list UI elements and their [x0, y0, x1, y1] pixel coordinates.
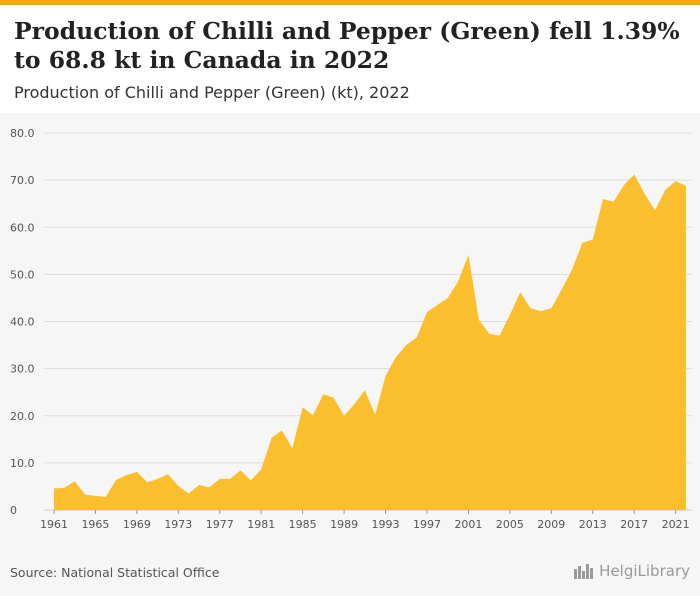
x-tick-label: 1961	[40, 518, 68, 531]
x-tick-label: 1993	[372, 518, 400, 531]
accent-bar	[0, 0, 700, 5]
area-layer	[54, 174, 686, 510]
y-tick-label: 40.0	[10, 316, 35, 329]
area-chart: 010.020.030.040.050.060.070.080.0 1961 19…	[10, 127, 692, 531]
x-tick-label: 1997	[413, 518, 441, 531]
x-tick-label: 2013	[579, 518, 607, 531]
y-tick-label: 70.0	[10, 174, 35, 187]
x-axis-ticks: 1961 1965 1969 1973 1977 1981 1985 1989 1993 1997…	[40, 510, 690, 531]
x-tick-label: 2021	[662, 518, 690, 531]
y-tick-label: 20.0	[10, 410, 35, 423]
y-tick-label: 50.0	[10, 268, 35, 281]
chart-area: 0 10.0 20.0 30.0 40.0 50.0 60.0 70.0 80.0 1961 19…	[0, 113, 700, 553]
source-note: Source: National Statistical Office	[10, 565, 220, 580]
x-tick-label: 1973	[164, 518, 192, 531]
y-tick-label: 30.0	[10, 363, 35, 376]
x-tick-label: 2005	[496, 518, 524, 531]
y-tick-label: 10.0	[10, 457, 35, 470]
y-tick-label: 80.0	[10, 127, 35, 140]
page-title: Production of Chilli and Pepper (Green) …	[14, 17, 680, 74]
x-tick-label: 1989	[330, 518, 358, 531]
library-skyline-icon	[574, 564, 594, 579]
chart-subtitle: Production of Chilli and Pepper (Green) …	[14, 83, 410, 102]
x-tick-label: 1969	[123, 518, 151, 531]
x-tick-label: 1965	[81, 518, 109, 531]
chart-footer: Source: National Statistical Office Helg…	[0, 553, 700, 596]
brand-name: HelgiLibrary	[599, 562, 690, 580]
x-tick-label: 1985	[289, 518, 317, 531]
x-tick-label: 2001	[454, 518, 482, 531]
y-tick-label: 60.0	[10, 221, 35, 234]
chart-header: Production of Chilli and Pepper (Green) …	[0, 5, 700, 113]
x-tick-label: 1977	[206, 518, 234, 531]
x-tick-label: 2009	[537, 518, 565, 531]
x-tick-label: 1981	[247, 518, 275, 531]
y-axis-ticks: 0 10.0 20.0 30.0 40.0 50.0 60.0 70.0 80.0	[10, 127, 35, 517]
y-tick-label: 0	[10, 504, 17, 517]
series-area	[54, 174, 686, 510]
brand-logo[interactable]: HelgiLibrary	[573, 562, 690, 580]
x-tick-label: 2017	[620, 518, 648, 531]
